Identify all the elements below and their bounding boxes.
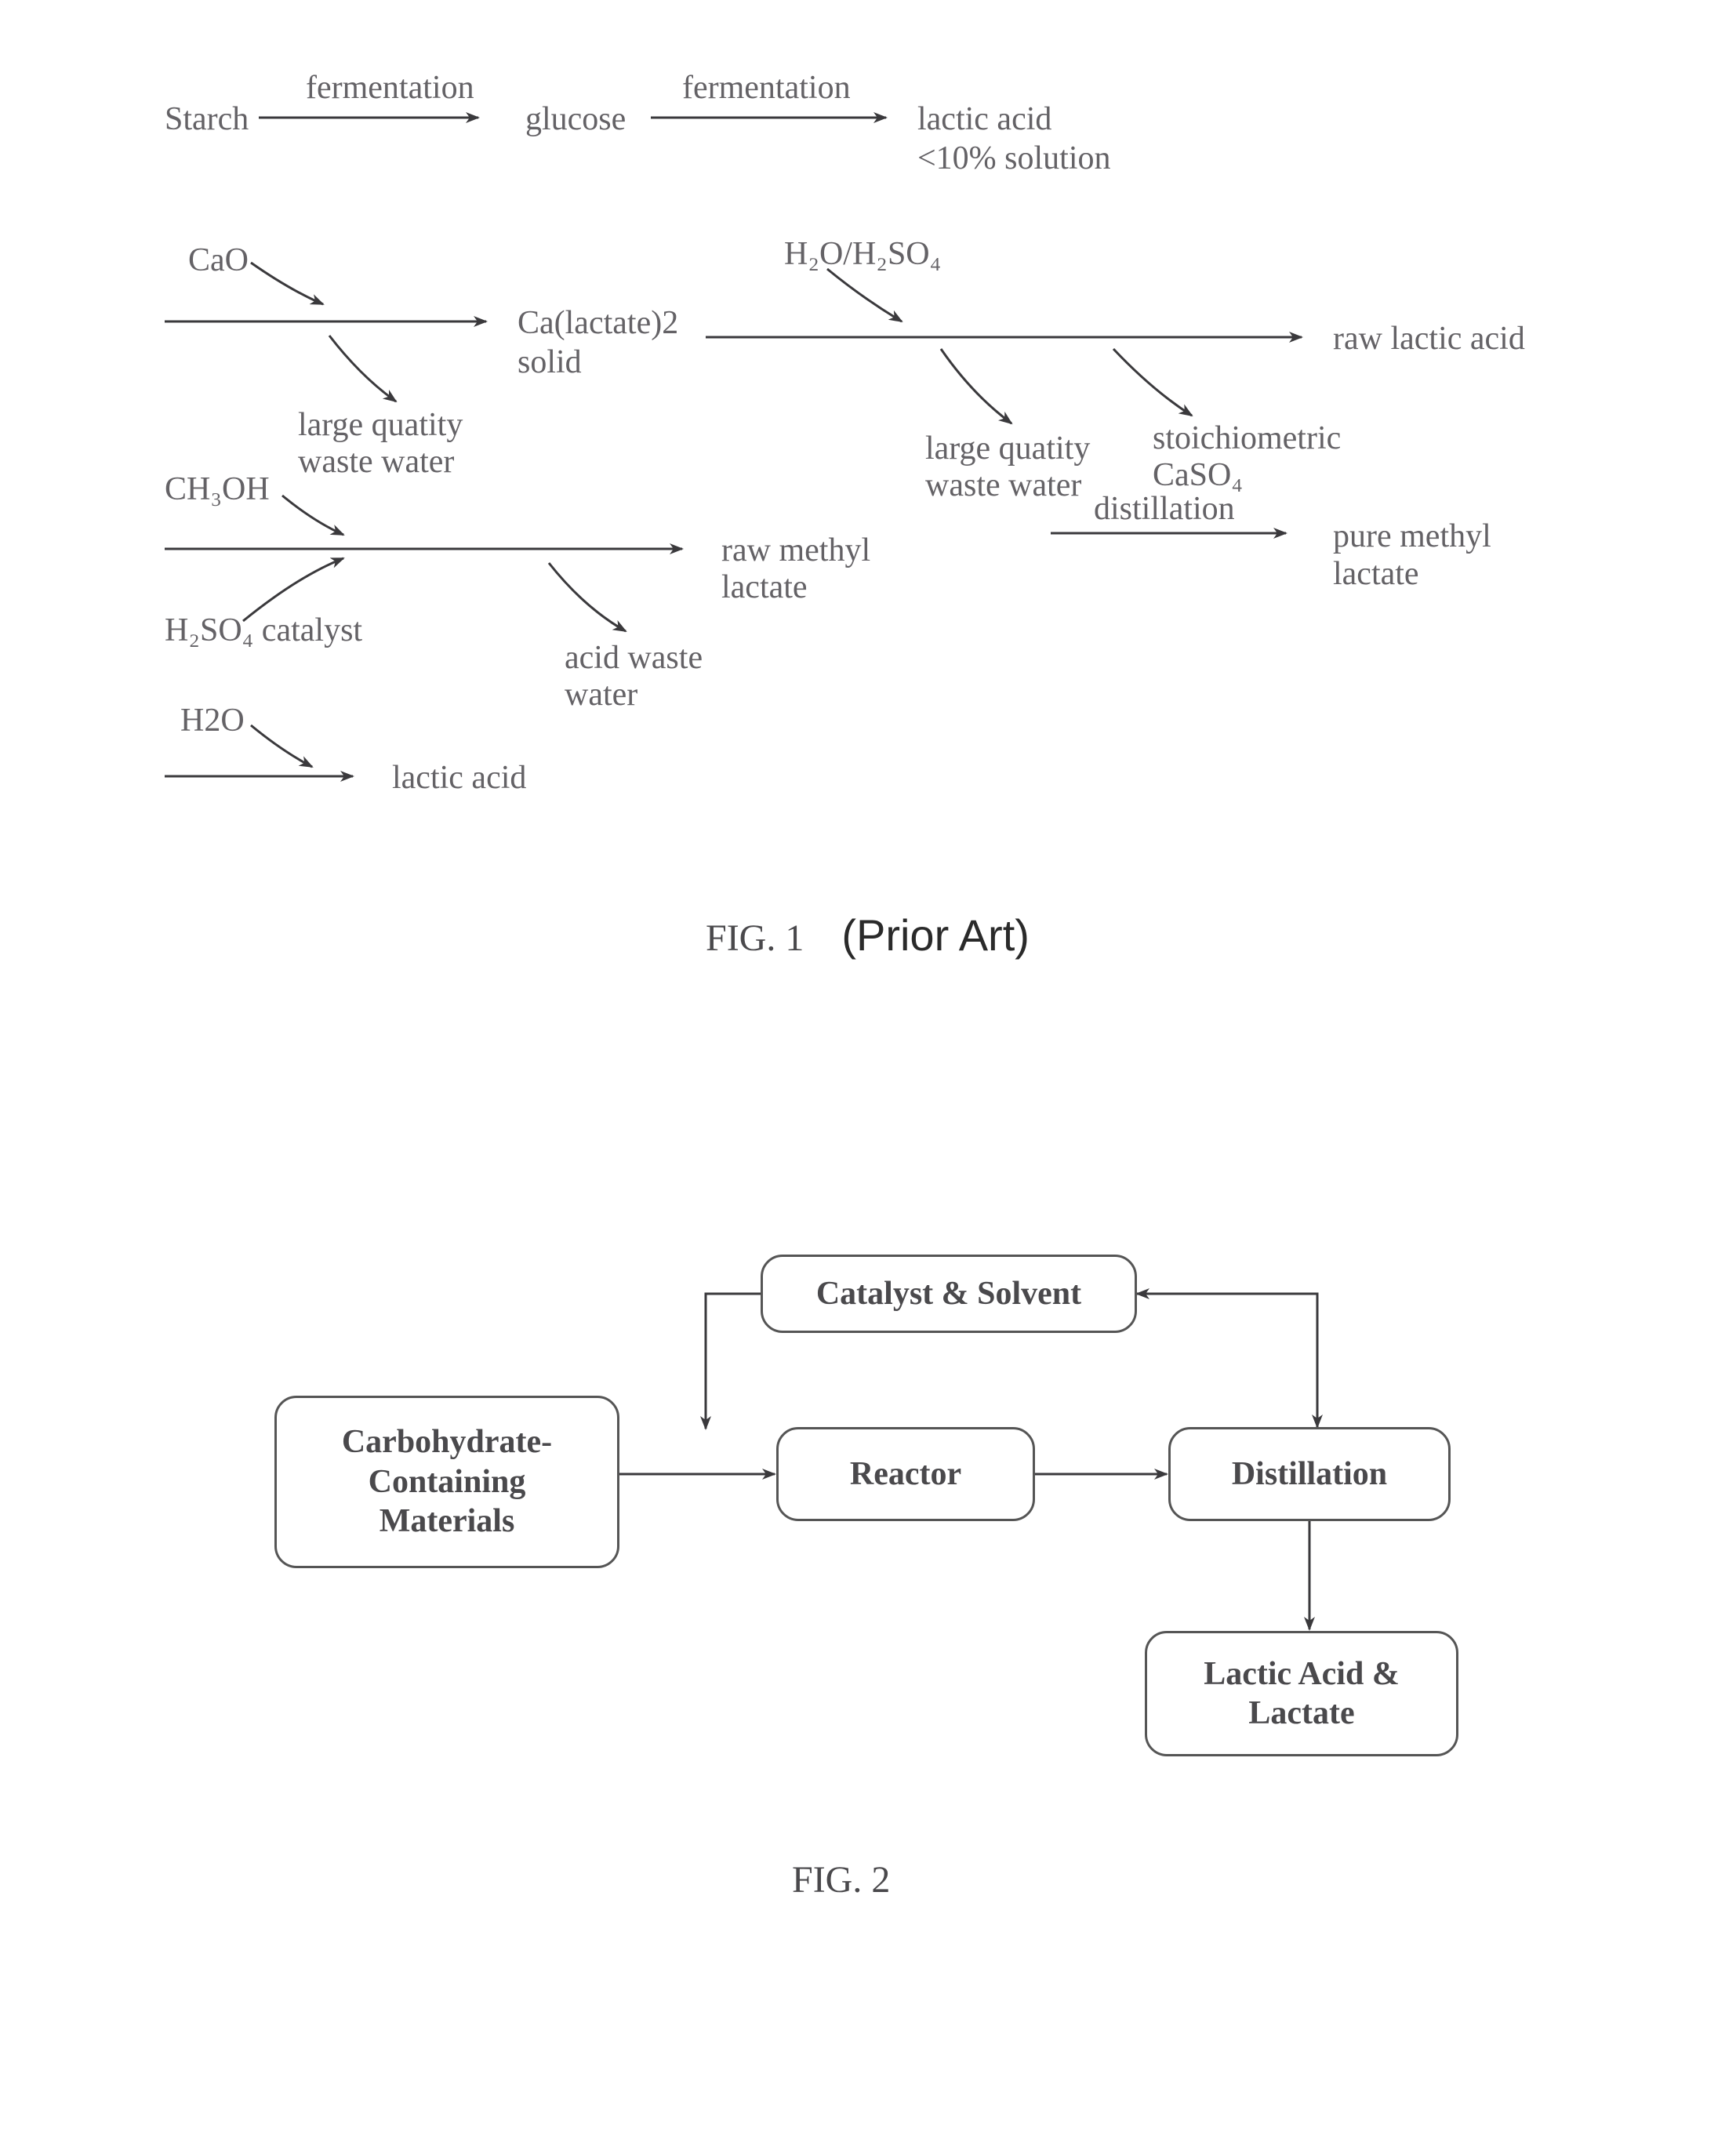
label-pure-methyl: pure methyl [1333, 518, 1491, 555]
box-carbohydrate: Carbohydrate- Containing Materials [274, 1396, 619, 1568]
label-stoich: stoichiometric [1153, 419, 1341, 457]
label-waste1b: waste water [298, 443, 454, 481]
label-calactate: Ca(lactate)2 [518, 304, 678, 342]
f2-dist-to-cat [1137, 1294, 1317, 1427]
f2-cat-to-reactor [706, 1294, 761, 1429]
curve-waste1-out [329, 336, 396, 401]
curve-cao-in [251, 263, 323, 304]
box-catalyst-solvent: Catalyst & Solvent [761, 1255, 1137, 1333]
label-cao: CaO [188, 242, 249, 279]
label-waste2a: large quatity [925, 430, 1090, 467]
curve-acidwaste-out [549, 563, 626, 631]
label-h2oh2so4: H₂O/H₂SO₄ [784, 235, 941, 273]
curve-ch3oh-in [282, 496, 343, 535]
box-lactic-lactate: Lactic Acid & Lactate [1145, 1631, 1458, 1756]
curve-caso4-out [1113, 349, 1192, 416]
label-lactic-acid: lactic acid [917, 100, 1051, 138]
label-lactate2: lactate [1333, 555, 1419, 593]
label-fermentation1: fermentation [306, 69, 474, 107]
label-solid: solid [518, 343, 582, 381]
label-glucose: glucose [525, 100, 626, 138]
label-distillation: distillation [1094, 490, 1235, 528]
page: Starch fermentation glucose fermentation… [0, 0, 1736, 2139]
label-ch3oh: CH₃OH [165, 470, 270, 508]
label-acidwaste: acid waste [565, 639, 703, 677]
box-distillation: Distillation [1168, 1427, 1451, 1521]
label-water: water [565, 676, 637, 714]
fig1-caption-row: FIG. 1 (Prior Art) [706, 910, 1030, 961]
fig2-caption: FIG. 2 [792, 1858, 890, 1901]
box-reactor: Reactor [776, 1427, 1035, 1521]
label-raw-lactic: raw lactic acid [1333, 320, 1525, 358]
label-fermentation2: fermentation [682, 69, 851, 107]
label-h2so4cat: H₂SO₄ catalyst [165, 612, 362, 649]
curve-h2oh2so4-in [827, 269, 902, 321]
label-caso4: CaSO₄ [1153, 456, 1243, 494]
curve-waste2-out [941, 349, 1011, 423]
label-h2o: H2O [180, 702, 245, 739]
label-lactic2: lactic acid [392, 759, 526, 797]
fig1-caption-note: (Prior Art) [841, 910, 1030, 960]
curve-h2o-in [251, 725, 312, 767]
label-raw-methyl: raw methyl [721, 532, 870, 569]
label-waste2b: waste water [925, 467, 1081, 504]
label-lt10: <10% solution [917, 140, 1111, 177]
label-lactate: lactate [721, 568, 808, 606]
fig1-caption: FIG. 1 [706, 917, 804, 959]
label-starch: Starch [165, 100, 249, 138]
label-waste1a: large quatity [298, 406, 463, 444]
